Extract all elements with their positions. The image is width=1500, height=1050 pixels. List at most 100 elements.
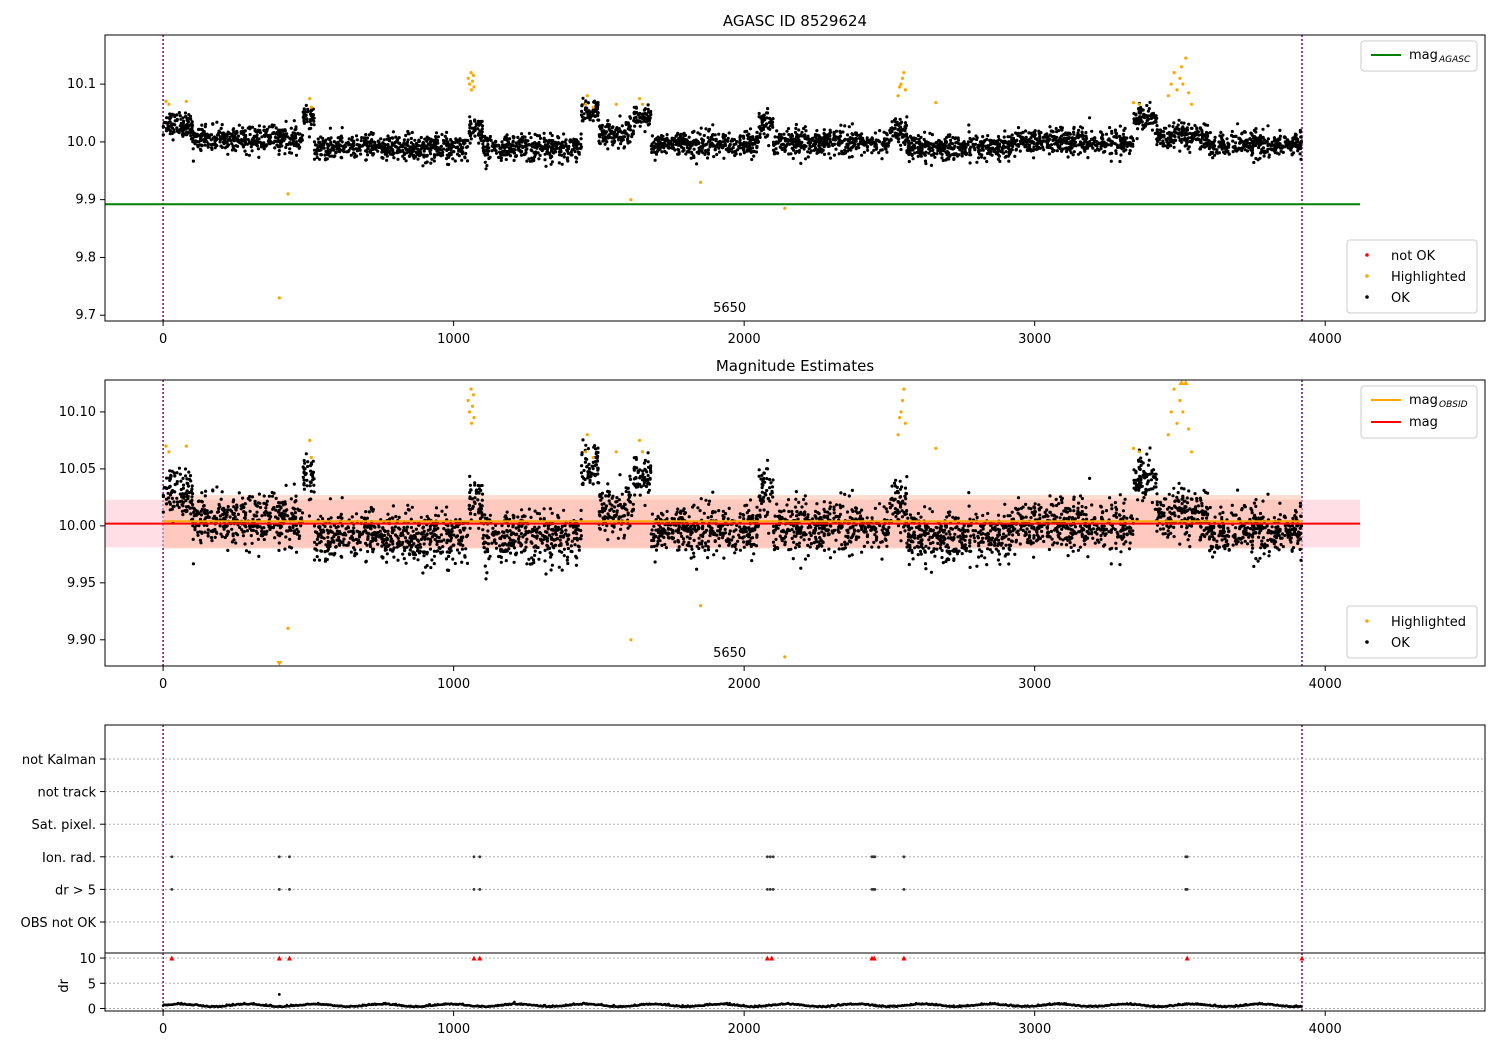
ok-point xyxy=(191,147,195,151)
ok-point xyxy=(512,158,516,162)
ok-point xyxy=(1185,128,1190,132)
ok-point xyxy=(794,145,798,149)
ok-point xyxy=(551,139,555,143)
ok-point xyxy=(654,142,658,146)
ok-point xyxy=(579,145,584,149)
ok-point xyxy=(550,133,554,138)
ok-point xyxy=(257,124,261,128)
ok-point xyxy=(961,151,965,155)
ok-point xyxy=(305,120,309,124)
ok-point xyxy=(570,153,574,157)
ok-point xyxy=(239,138,244,142)
highlighted-point xyxy=(896,94,900,98)
ok-point xyxy=(665,133,669,137)
ok-point xyxy=(701,140,705,144)
ok-point xyxy=(683,134,687,138)
ok-point xyxy=(827,144,831,148)
ok-point xyxy=(733,150,737,154)
ok-point xyxy=(184,474,188,478)
ok-point xyxy=(527,157,531,161)
ok-point xyxy=(286,142,290,147)
ok-point xyxy=(1266,147,1270,151)
ok-point xyxy=(525,159,529,163)
ok-point xyxy=(484,148,488,153)
ok-point xyxy=(255,130,260,134)
ok-point xyxy=(364,158,368,162)
ok-point xyxy=(1006,135,1010,139)
ok-point xyxy=(689,156,693,160)
ok-point xyxy=(180,495,184,499)
ok-point xyxy=(596,111,600,115)
ok-point xyxy=(312,483,316,487)
ok-point xyxy=(768,116,772,120)
ok-point xyxy=(206,528,210,532)
ok-point xyxy=(189,479,193,483)
ok-point xyxy=(766,107,770,111)
ok-point xyxy=(432,159,436,163)
ok-point xyxy=(711,123,715,127)
ok-point xyxy=(1232,146,1236,150)
ok-point xyxy=(1150,128,1154,132)
ok-point xyxy=(949,141,953,145)
ok-point xyxy=(353,154,357,158)
ok-point xyxy=(209,138,213,142)
ok-point xyxy=(1068,147,1072,151)
ok-point xyxy=(262,125,266,129)
ok-point xyxy=(476,127,480,131)
ok-point xyxy=(509,150,513,154)
ok-point xyxy=(480,130,484,134)
ok-point xyxy=(1121,142,1125,146)
ok-point xyxy=(1243,148,1247,152)
ok-point xyxy=(1090,137,1095,142)
ok-point xyxy=(935,152,939,156)
ok-point xyxy=(580,109,584,113)
ok-point xyxy=(468,125,472,129)
ok-point xyxy=(417,138,421,142)
ok-point xyxy=(1211,156,1215,160)
ok-point xyxy=(253,129,257,133)
ok-point xyxy=(548,131,553,135)
ok-point xyxy=(234,531,238,535)
ok-point xyxy=(573,149,577,154)
ok-point xyxy=(384,149,388,153)
ok-point xyxy=(1109,159,1113,163)
ok-point xyxy=(505,145,509,149)
ok-point xyxy=(783,139,788,143)
highlighted-point xyxy=(308,97,312,101)
ok-point xyxy=(361,143,365,147)
ok-point xyxy=(1176,123,1180,127)
ok-point xyxy=(1277,152,1281,156)
ok-point xyxy=(328,497,332,501)
ok-point xyxy=(628,115,632,119)
ok-point xyxy=(336,140,340,144)
ok-point xyxy=(943,137,947,141)
ok-point xyxy=(1003,129,1007,133)
ok-point xyxy=(676,147,680,151)
ok-point xyxy=(685,145,689,150)
legend-label: mag xyxy=(1409,48,1438,63)
ok-point xyxy=(1259,137,1263,141)
ok-point xyxy=(489,138,493,142)
ok-point xyxy=(560,143,564,147)
ok-point xyxy=(440,509,444,513)
ok-point xyxy=(631,131,636,135)
ok-point xyxy=(1033,137,1038,141)
ok-point xyxy=(1019,142,1023,146)
ok-point xyxy=(1088,140,1092,144)
ok-point xyxy=(233,135,237,139)
ok-point xyxy=(1038,139,1043,143)
ok-point xyxy=(161,133,165,137)
ok-point xyxy=(917,137,921,142)
ok-point xyxy=(638,124,642,128)
ok-point xyxy=(794,139,798,143)
ok-point xyxy=(720,146,725,150)
ok-point xyxy=(347,137,351,141)
ok-point xyxy=(1250,140,1255,144)
ok-point xyxy=(234,149,238,153)
ok-point xyxy=(366,146,370,150)
ok-point xyxy=(178,114,182,118)
ok-point xyxy=(543,152,547,156)
ok-point xyxy=(429,148,433,152)
ok-point xyxy=(857,142,861,146)
ok-point xyxy=(834,147,838,151)
